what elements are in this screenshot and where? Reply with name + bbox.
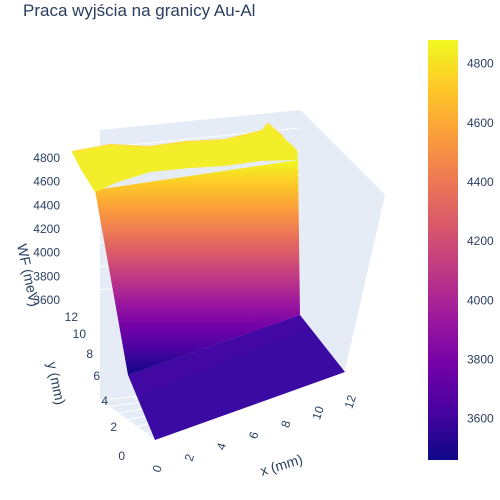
x-tick-labels: 0 2 4 6 8 10 12: [150, 393, 360, 474]
z-tick-label: 4000: [33, 246, 60, 260]
right-wall-pane: [300, 110, 385, 380]
colorbar-tick-label: 4600: [467, 116, 494, 130]
y-axis-title: y (mm): [44, 360, 69, 406]
y-tick-label: 12: [65, 310, 79, 324]
z-tick-labels: 3600 3800 4000 4200 4400 4600 4800: [33, 151, 60, 307]
colorbar-tick-label: 4800: [467, 57, 494, 71]
x-tick-label: 8: [278, 418, 293, 429]
surface-high-edge: [71, 122, 284, 153]
surface-low-plateau: [128, 315, 345, 440]
x-tick-label: 0: [150, 463, 165, 474]
colorbar-tick-label: 4200: [467, 234, 494, 248]
x-tick-label: 10: [309, 404, 327, 421]
x-tick-label: 6: [246, 430, 261, 441]
colorbar-tick-label: 4400: [467, 175, 494, 189]
x-axis-title: x (mm): [258, 451, 304, 479]
y-tick-label: 6: [93, 369, 100, 383]
z-tick-label: 4200: [33, 222, 60, 236]
surface: [71, 122, 345, 440]
colorbar-tick-label: 3800: [467, 352, 494, 366]
z-tick-label: 4400: [33, 198, 60, 212]
x-tick-label: 2: [182, 452, 197, 463]
surface-step-wall: [95, 160, 300, 375]
y-tick-label: 8: [86, 347, 93, 361]
z-tick-label: 4600: [33, 175, 60, 189]
colorbar-tick-label: 4000: [467, 293, 494, 307]
surface-high-plateau: [72, 124, 298, 192]
y-tick-label: 10: [73, 327, 87, 341]
colorbar-tick-labels: 3600 3800 4000 4200 4400 4600 4800: [467, 57, 494, 426]
chart-title: Praca wyjścia na granicy Au-Al: [23, 1, 255, 20]
y-tick-label: 2: [110, 420, 117, 434]
z-tick-label: 3800: [33, 269, 60, 283]
x-tick-label: 12: [341, 393, 359, 410]
y-tick-label: 0: [118, 449, 125, 463]
z-tick-label: 3600: [33, 293, 60, 307]
z-tick-label: 4800: [33, 151, 60, 165]
x-tick-label: 4: [214, 441, 229, 452]
surface-low-plateau-shade: [128, 315, 305, 395]
y-tick-label: 4: [101, 394, 108, 408]
colorbar: [428, 40, 458, 460]
colorbar-tick-label: 3600: [467, 412, 494, 426]
